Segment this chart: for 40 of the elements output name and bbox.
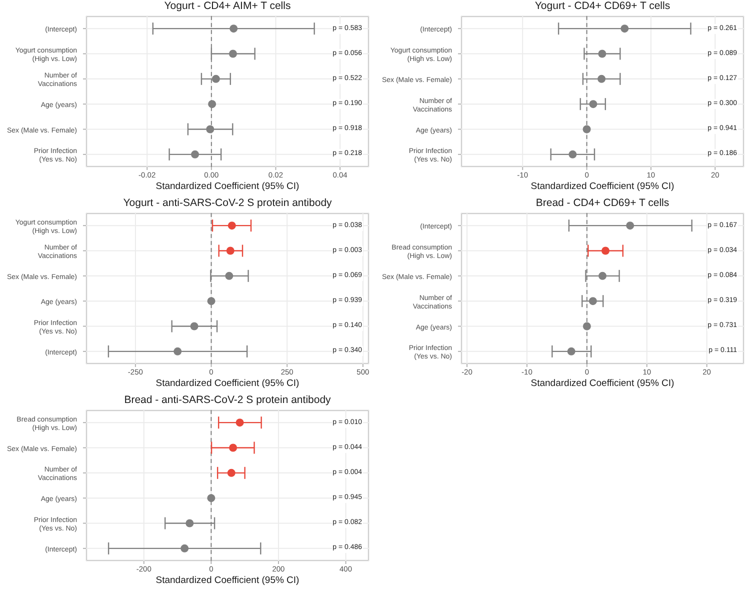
chart-title: Bread - anti-SARS-CoV-2 S protein antibody: [123, 394, 332, 408]
point: [602, 246, 610, 255]
point: [582, 125, 591, 134]
point: [229, 444, 238, 452]
point: [186, 519, 194, 528]
point: [567, 347, 576, 356]
x-axis-title: Standardized Coefficient (95% CI): [530, 378, 676, 391]
point: [212, 74, 220, 83]
x-axis-title: Standardized Coefficient (95% CI): [154, 378, 300, 391]
chart-title: Yogurt - anti-SARS-CoV-2 S protein antibody: [122, 197, 333, 211]
point: [206, 125, 214, 134]
point: [207, 297, 216, 306]
point: [230, 24, 238, 33]
point: [190, 322, 198, 330]
point: [568, 150, 577, 158]
point: [207, 494, 216, 502]
point: [598, 74, 606, 83]
point: [626, 222, 634, 230]
point: [225, 272, 234, 280]
point: [588, 297, 597, 306]
point: [598, 50, 606, 58]
point: [582, 322, 591, 330]
point: [226, 246, 234, 255]
point: [598, 272, 606, 280]
x-axis-title: Standardized Coefficient (95% CI): [154, 181, 300, 194]
point: [174, 347, 182, 356]
point: [228, 222, 236, 230]
chart-title: Yogurt - CD4+ AIM+ T cells: [163, 0, 292, 14]
point: [589, 100, 598, 108]
point: [236, 418, 244, 427]
point: [208, 100, 216, 108]
chart-title: Yogurt - CD4+ CD69+ T cells: [534, 0, 672, 14]
point: [227, 468, 236, 477]
point: [228, 50, 237, 58]
x-axis-title: Standardized Coefficient (95% CI): [154, 575, 300, 588]
chart-title: Bread - CD4+ CD69+ T cells: [534, 197, 670, 211]
point: [180, 544, 189, 552]
point: [620, 24, 629, 33]
x-axis-title: Standardized Coefficient (95% CI): [530, 181, 676, 194]
point: [191, 150, 200, 158]
